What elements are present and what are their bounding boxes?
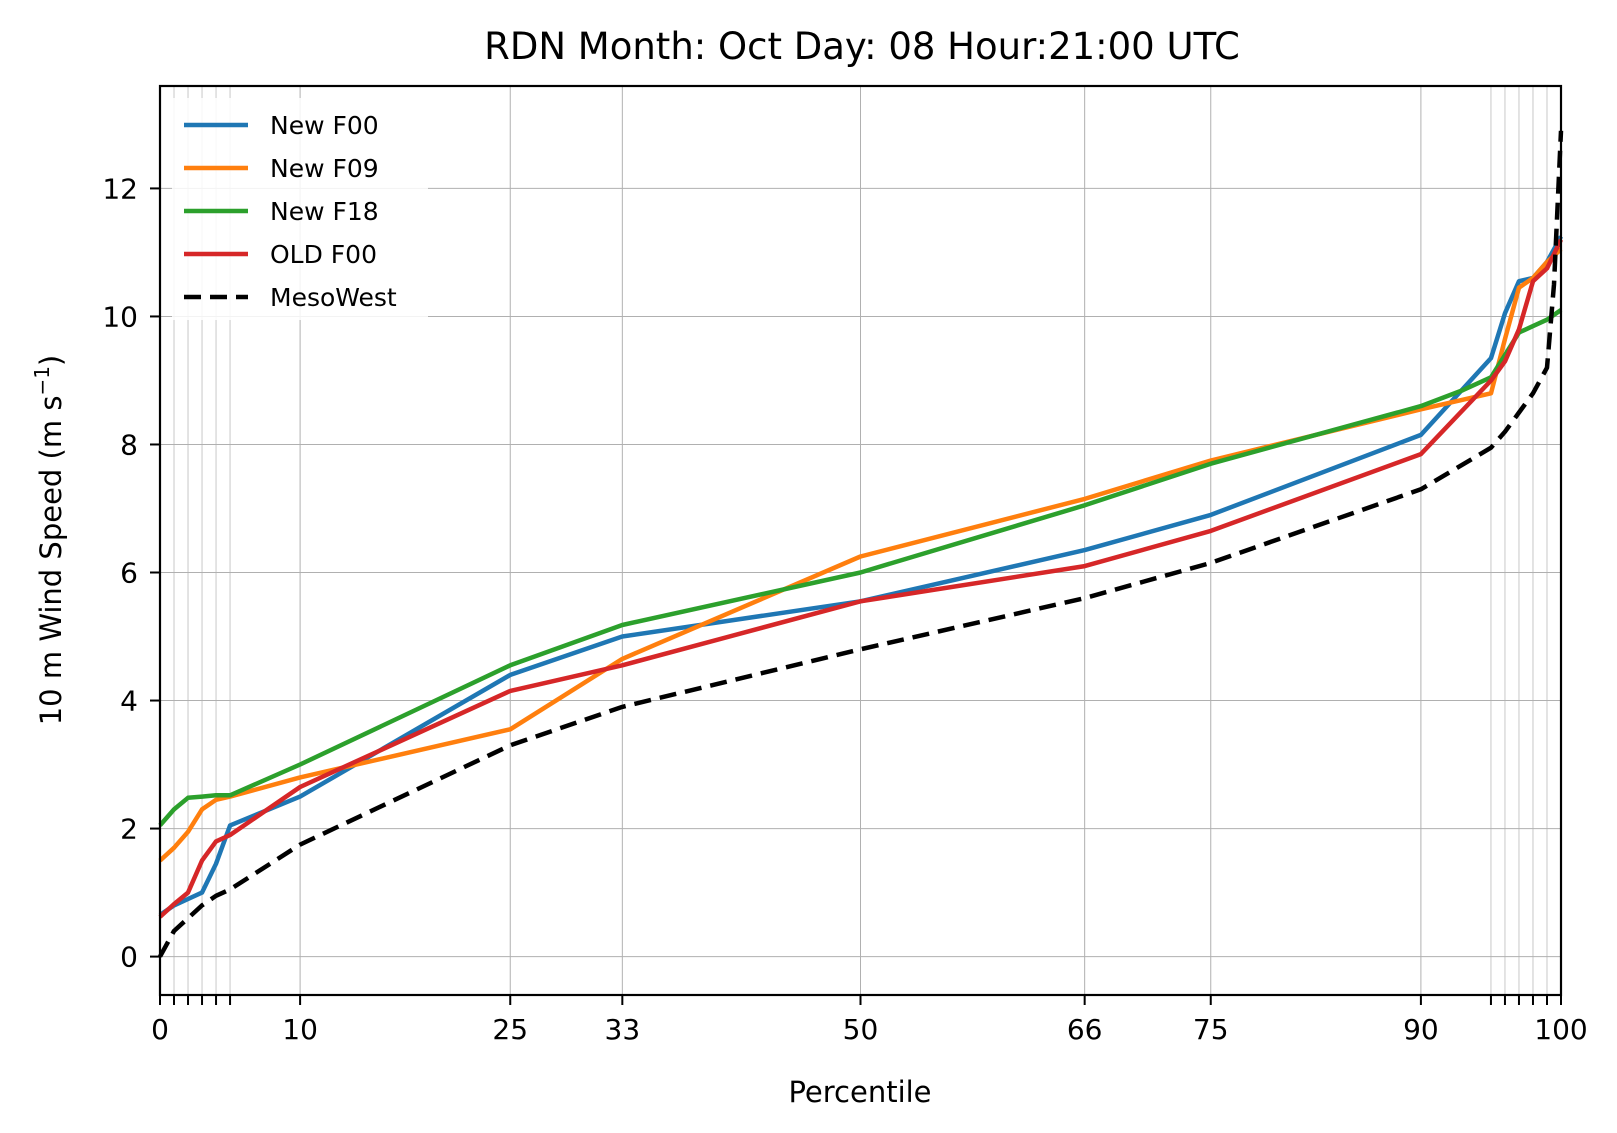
y-tick-label: 12 <box>102 172 138 205</box>
y-tick-label: 0 <box>120 941 138 974</box>
x-tick-label: 0 <box>151 1013 169 1046</box>
legend-label: MesoWest <box>270 283 397 312</box>
y-axis-label-main: 10 m Wind Speed (m s <box>34 396 68 726</box>
x-tick-label: 66 <box>1067 1013 1103 1046</box>
x-tick-label: 25 <box>492 1013 528 1046</box>
chart-title: RDN Month: Oct Day: 08 Hour:21:00 UTC <box>484 25 1240 68</box>
legend-label: OLD F00 <box>270 240 377 269</box>
x-tick-label: 100 <box>1534 1013 1587 1046</box>
series-line-old-f00 <box>158 238 1564 919</box>
legend-label: New F00 <box>270 111 379 140</box>
x-tick-label: 50 <box>843 1013 879 1046</box>
y-axis: 0 2 4 6 8 10 12 <box>102 172 160 974</box>
y-tick-label: 10 <box>102 300 138 333</box>
x-tick-label: 10 <box>282 1013 318 1046</box>
x-axis-label: Percentile <box>788 1075 931 1109</box>
y-axis-label: 10 m Wind Speed (m s−1) <box>30 355 68 726</box>
y-tick-label: 2 <box>120 813 138 846</box>
series-line-mesowest <box>158 130 1564 958</box>
legend: New F00 New F09 New F18 OLD F00 MesoWest <box>172 98 428 320</box>
y-tick-label: 8 <box>120 428 138 461</box>
x-axis: 0 10 25 33 50 66 75 90 100 <box>151 995 1588 1046</box>
legend-label: New F18 <box>270 197 379 226</box>
y-tick-label: 4 <box>120 685 138 718</box>
y-axis-label-exponent: −1 <box>30 366 54 395</box>
plot-lines <box>158 130 1564 958</box>
x-tick-label: 75 <box>1193 1013 1229 1046</box>
x-tick-label: 33 <box>605 1013 641 1046</box>
series-line-new-f09 <box>158 247 1563 863</box>
legend-label: New F09 <box>270 154 379 183</box>
x-tick-label: 90 <box>1403 1013 1439 1046</box>
y-tick-label: 6 <box>120 557 138 590</box>
y-axis-label-suffix: ) <box>34 355 68 366</box>
